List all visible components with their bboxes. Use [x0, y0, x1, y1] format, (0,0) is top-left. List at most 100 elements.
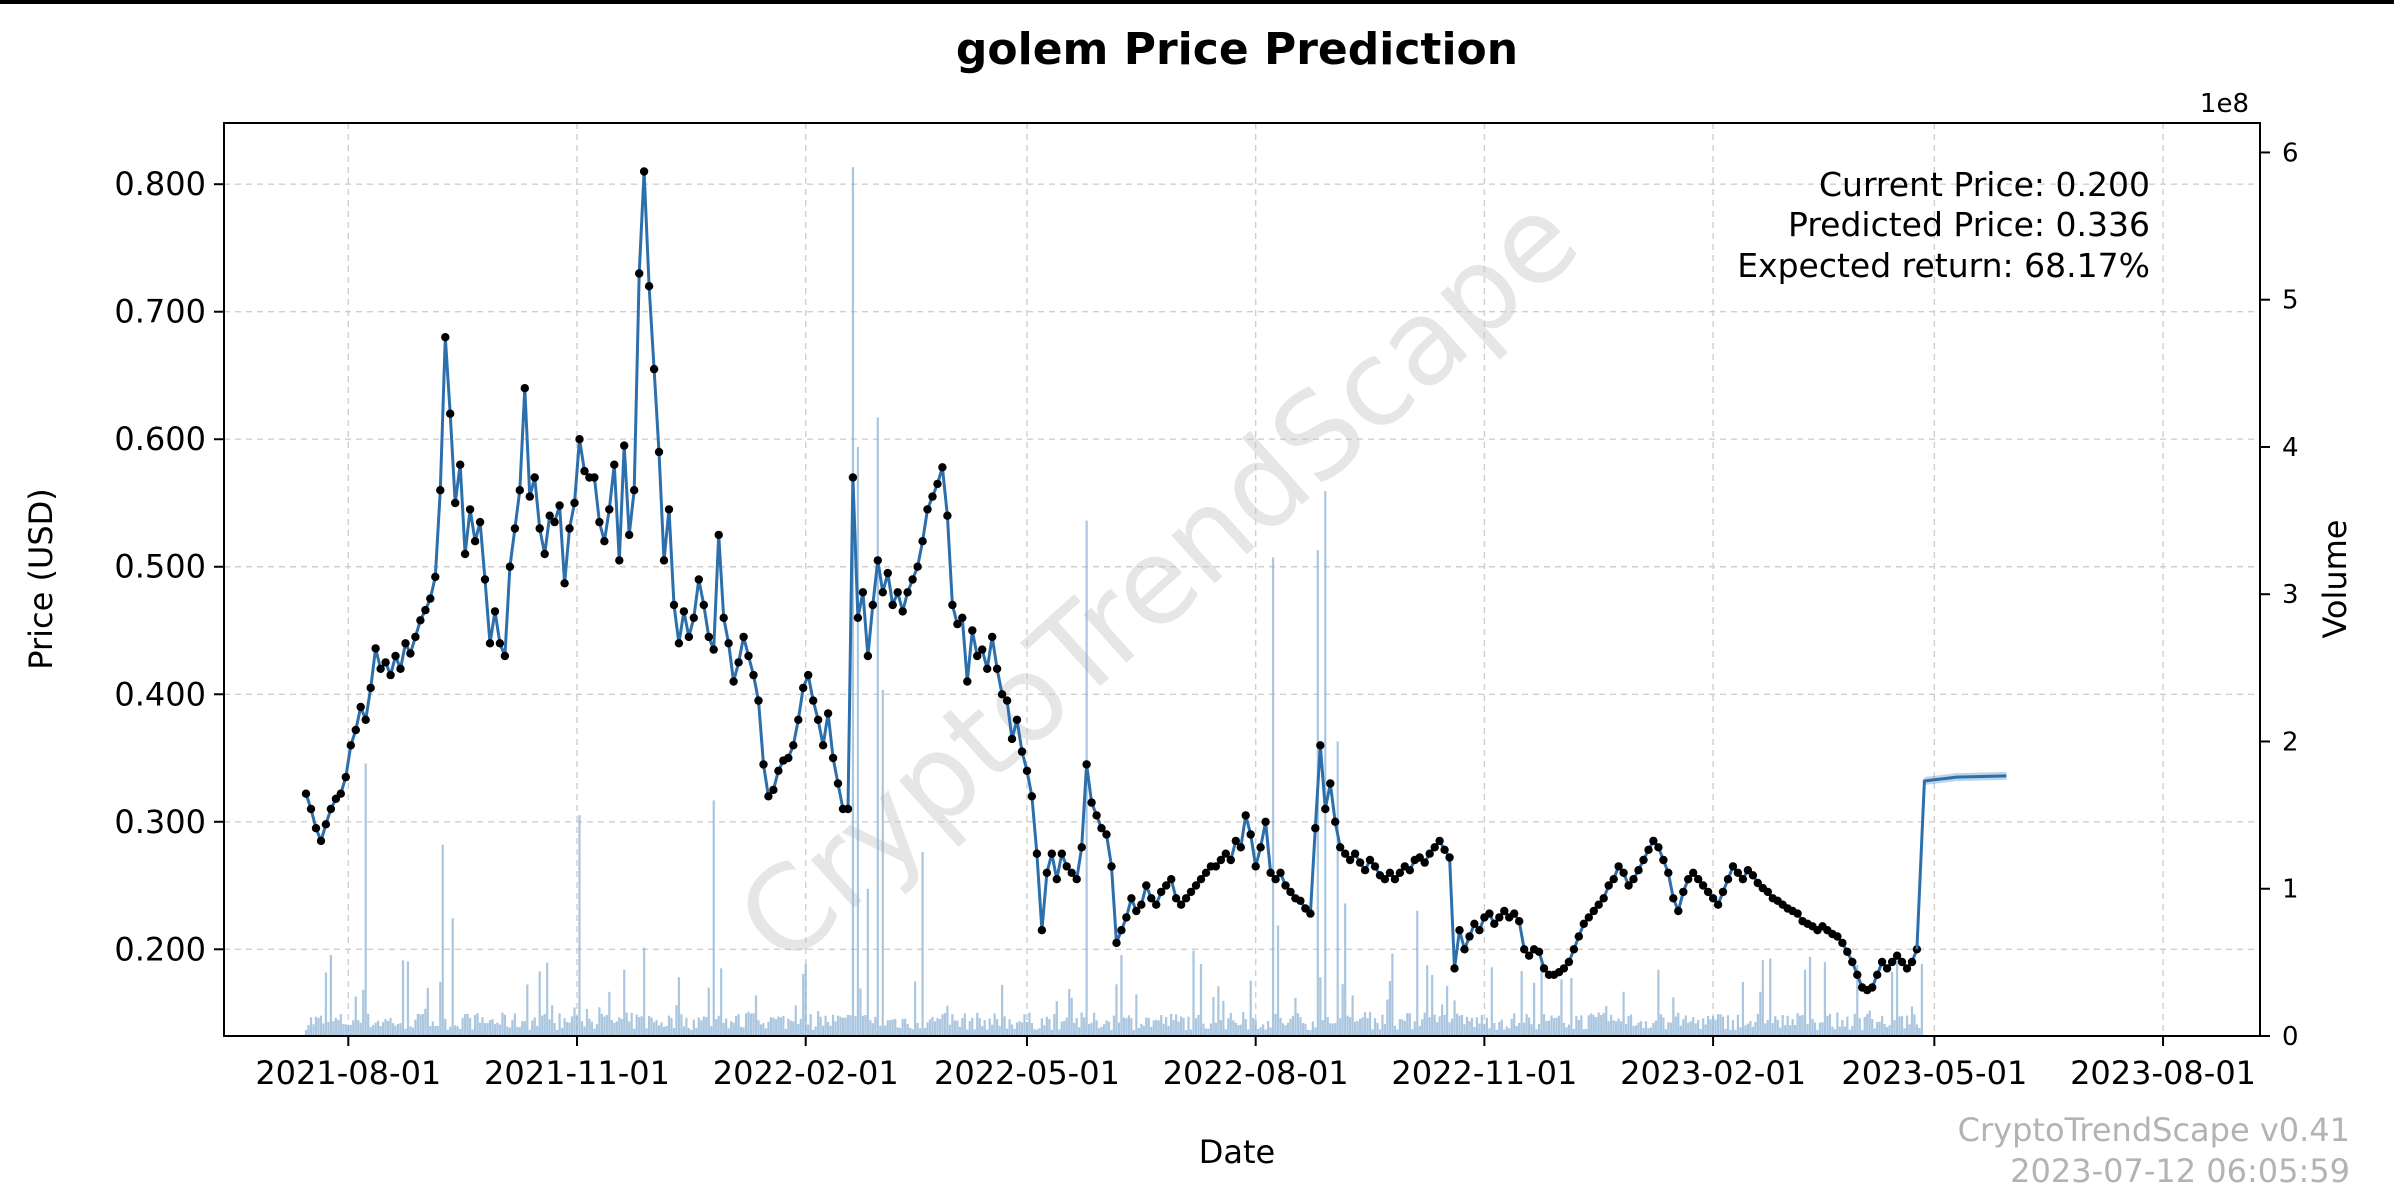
- volume-bar: [1207, 1028, 1210, 1036]
- price-point: [530, 473, 539, 482]
- volume-bar: [1756, 1013, 1759, 1036]
- volume-bar: [896, 1027, 899, 1036]
- volume-bar: [1433, 1014, 1436, 1036]
- volume-bar: [1612, 1020, 1615, 1036]
- volume-bar: [797, 1024, 800, 1036]
- price-point: [1251, 862, 1260, 871]
- volume-bar: [1677, 1012, 1680, 1036]
- volume-bar: [1140, 1023, 1143, 1036]
- volume-bar: [1639, 1021, 1643, 1036]
- price-point: [615, 556, 624, 565]
- volume-bar: [1209, 1023, 1213, 1036]
- price-point: [1316, 741, 1325, 750]
- volume-bar: [1632, 1025, 1635, 1036]
- volume-bar: [1868, 1010, 1871, 1036]
- volume-bar: [734, 1016, 738, 1036]
- x-tick-label: 2022-02-01: [713, 1054, 899, 1092]
- volume-bar: [1073, 1022, 1076, 1036]
- volume-bar: [1600, 1014, 1603, 1036]
- volume-bar: [1296, 1013, 1300, 1036]
- price-point: [1276, 868, 1285, 877]
- volume-bar: [1503, 1029, 1506, 1036]
- price-point: [1171, 894, 1181, 903]
- volume-bar: [307, 1024, 310, 1036]
- volume-bar: [593, 1028, 596, 1036]
- volume-bar: [884, 1025, 887, 1036]
- volume-bar: [1716, 1014, 1720, 1036]
- volume-bar: [777, 1016, 780, 1036]
- price-point: [1882, 964, 1892, 973]
- volume-bar: [1271, 557, 1275, 1036]
- price-point: [495, 639, 505, 648]
- volume-bar: [1455, 1013, 1459, 1036]
- volume-bar: [1102, 1024, 1106, 1036]
- watermark-layer: CryptoTrendScape: [711, 168, 1603, 991]
- volume-bar: [834, 1021, 837, 1036]
- volume-bar: [886, 1020, 889, 1036]
- volume-bar: [386, 1020, 390, 1036]
- volume-bar: [1018, 1021, 1021, 1036]
- volume-bar: [1704, 1024, 1707, 1036]
- volume-bar: [1711, 1016, 1715, 1036]
- volume-bar: [1647, 1028, 1650, 1036]
- volume-bar: [933, 1021, 937, 1036]
- volume-bar: [647, 1015, 651, 1036]
- price-point: [1485, 909, 1494, 918]
- volume-bar: [1706, 1015, 1710, 1036]
- volume-bar: [1823, 962, 1827, 1036]
- volume-bar: [739, 1026, 743, 1036]
- price-point: [1659, 855, 1668, 865]
- volume-bar: [1848, 1029, 1851, 1036]
- volume-bar: [394, 1025, 397, 1036]
- price-point: [883, 568, 892, 578]
- volume-bar: [1020, 1022, 1024, 1036]
- volume-bar: [1731, 1020, 1735, 1036]
- volume-bar: [1587, 1015, 1590, 1036]
- volume-bar: [503, 1014, 507, 1036]
- volume-bar: [1595, 1017, 1598, 1036]
- volume-bar: [635, 1014, 638, 1036]
- volume-bar: [1585, 1029, 1588, 1036]
- volume-bar: [1602, 1012, 1605, 1036]
- price-point: [1365, 855, 1375, 865]
- volume-bar: [1478, 1023, 1481, 1036]
- price-point: [769, 785, 778, 795]
- volume-bar: [1654, 1020, 1658, 1036]
- volume-bar: [1353, 1021, 1357, 1036]
- volume-bar: [1269, 1027, 1272, 1036]
- volume-bar: [794, 1005, 797, 1036]
- price-point: [1002, 696, 1012, 705]
- price-point: [744, 651, 753, 661]
- volume-bar: [1629, 1014, 1633, 1036]
- price-point: [1042, 868, 1052, 877]
- volume-bar: [391, 1023, 395, 1036]
- volume-bar: [1637, 1022, 1640, 1036]
- volume-bar: [1555, 1017, 1558, 1036]
- price-point: [1579, 919, 1589, 928]
- volume-bar: [921, 851, 924, 1036]
- volume-bar: [1769, 958, 1772, 1036]
- volume-bar: [1403, 1020, 1406, 1036]
- volume-bar: [615, 1021, 618, 1036]
- price-point: [1694, 875, 1703, 884]
- volume-bar: [826, 1021, 830, 1036]
- volume-bar: [1160, 1015, 1163, 1036]
- price-point: [1733, 868, 1743, 877]
- volume-bar: [1741, 981, 1745, 1036]
- price-point: [1360, 866, 1370, 875]
- volume-bar: [476, 1013, 479, 1036]
- volume-bar: [1518, 1022, 1521, 1036]
- volume-bar: [1416, 910, 1419, 1036]
- price-point: [709, 645, 718, 654]
- price-point: [301, 789, 311, 798]
- volume-bar: [1853, 1013, 1856, 1036]
- volume-bar: [757, 1020, 760, 1036]
- price-point: [1181, 894, 1191, 903]
- volume-bar: [824, 1015, 827, 1036]
- volume-bar: [1642, 1027, 1645, 1036]
- volume-bar: [667, 1015, 671, 1036]
- volume-bar: [1229, 1012, 1232, 1036]
- price-point: [1057, 849, 1067, 858]
- volume-bar: [531, 1020, 534, 1036]
- volume-bar: [859, 988, 862, 1036]
